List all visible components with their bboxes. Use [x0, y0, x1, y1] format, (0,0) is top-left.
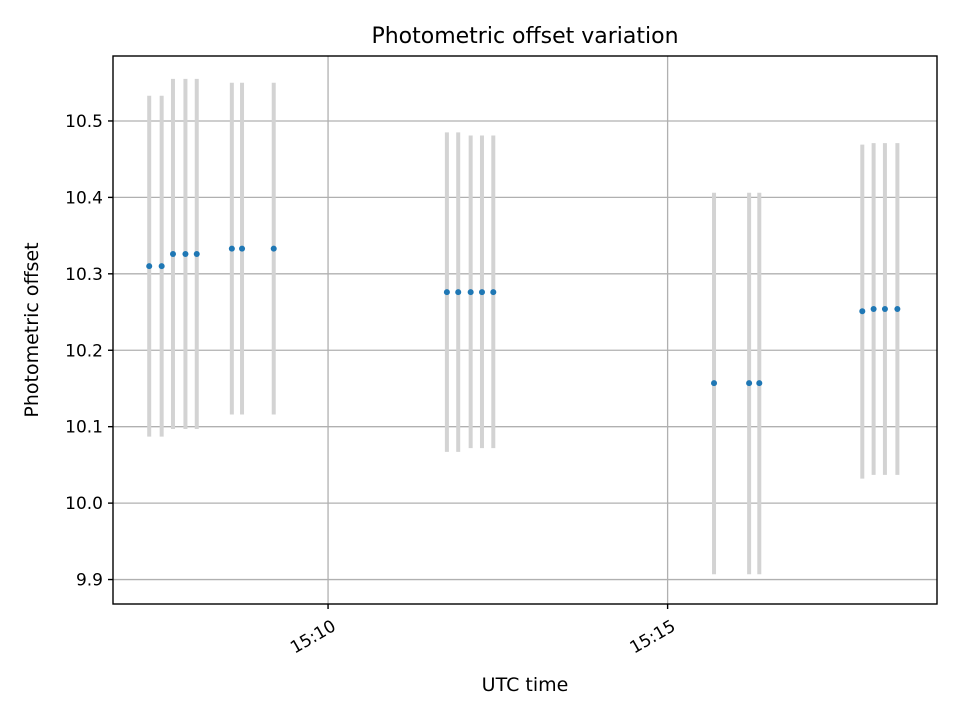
data-points — [146, 245, 901, 387]
y-tick-label: 10.3 — [65, 265, 103, 285]
axis-ticks: 9.9 10.0 10.1 10.2 10.3 10.4 10.5 15:10 15:15 — [65, 112, 679, 658]
y-tick-label: 10.5 — [65, 112, 103, 132]
grid-lines — [113, 56, 937, 604]
data-point — [146, 263, 153, 270]
data-point — [158, 263, 165, 270]
y-tick-label: 10.4 — [65, 188, 103, 208]
chart-title: Photometric offset variation — [371, 24, 678, 49]
data-point — [443, 289, 450, 296]
error-bars — [147, 78, 900, 575]
data-point — [870, 305, 877, 312]
data-point — [182, 250, 189, 257]
x-axis-label: UTC time — [482, 674, 569, 696]
y-tick-label: 10.0 — [65, 494, 103, 514]
x-tick-label: 15:10 — [287, 616, 339, 658]
y-tick-label: 10.1 — [65, 418, 103, 438]
data-point — [239, 245, 246, 252]
data-point — [746, 380, 753, 387]
data-point — [228, 245, 235, 252]
data-point — [894, 305, 901, 312]
data-point — [756, 380, 763, 387]
data-point — [270, 245, 277, 252]
x-tick-label: 15:15 — [627, 616, 679, 658]
data-point — [467, 289, 474, 296]
data-point — [169, 250, 176, 257]
plot-frame — [112, 55, 938, 605]
data-point — [859, 308, 866, 315]
data-point — [193, 250, 200, 257]
data-point — [881, 305, 888, 312]
data-point — [711, 380, 718, 387]
data-point — [490, 289, 497, 296]
data-point — [455, 289, 462, 296]
y-axis-label: Photometric offset — [21, 242, 43, 417]
y-tick-label: 9.9 — [76, 571, 103, 591]
data-point — [478, 289, 485, 296]
y-tick-label: 10.2 — [65, 341, 103, 361]
